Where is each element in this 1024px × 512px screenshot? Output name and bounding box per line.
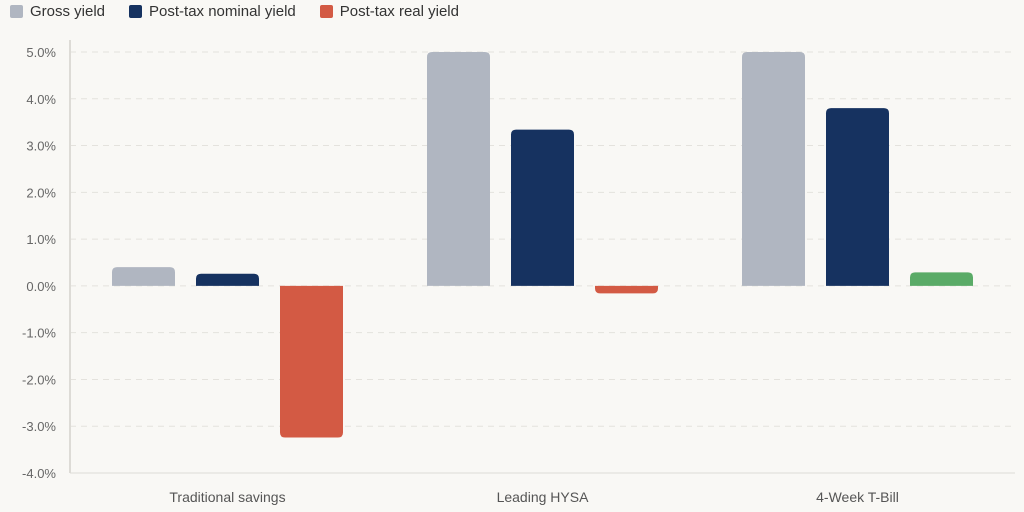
bar-post-tax-nominal-yield-traditional-savings bbox=[196, 273, 259, 286]
y-tick-label: 4.0% bbox=[26, 92, 56, 107]
y-tick-label: 1.0% bbox=[26, 232, 56, 247]
legend-swatch bbox=[10, 5, 23, 18]
bar-gross-yield-leading-hysa bbox=[427, 52, 490, 286]
legend-label: Post-tax nominal yield bbox=[149, 3, 296, 20]
legend-item-post-tax-nominal[interactable]: Post-tax nominal yield bbox=[129, 3, 296, 20]
legend-swatch bbox=[319, 5, 333, 18]
x-tick-label: Leading HYSA bbox=[497, 489, 590, 505]
legend-label: Gross yield bbox=[30, 3, 106, 20]
x-tick-label: 4-Week T-Bill bbox=[816, 489, 899, 505]
y-tick-label: 0.0% bbox=[26, 279, 56, 294]
legend-item-post-tax-real[interactable]: Post-tax real yield bbox=[319, 3, 459, 20]
legend-item-gross-yield[interactable]: Gross yield bbox=[10, 3, 105, 20]
bar-gross-yield-4-week-t-bill bbox=[742, 52, 805, 286]
legend: Gross yield Post-tax nominal yield Post-… bbox=[10, 3, 459, 20]
y-tick-label: -3.0% bbox=[22, 419, 56, 434]
bar-post-tax-real-yield-4-week-t-bill bbox=[910, 272, 973, 286]
bar-post-tax-nominal-yield-leading-hysa bbox=[511, 129, 574, 286]
x-tick-label: Traditional savings bbox=[169, 489, 285, 505]
y-tick-label: -2.0% bbox=[22, 372, 56, 387]
bar-post-tax-real-yield-leading-hysa bbox=[595, 285, 658, 294]
bar-post-tax-real-yield-traditional-savings bbox=[280, 285, 343, 438]
y-tick-label: -4.0% bbox=[22, 466, 56, 481]
y-tick-label: 2.0% bbox=[26, 185, 56, 200]
bar-post-tax-nominal-yield-4-week-t-bill bbox=[826, 108, 889, 286]
y-tick-label: 5.0% bbox=[26, 45, 56, 60]
legend-label: Post-tax real yield bbox=[339, 3, 459, 20]
y-tick-label: 3.0% bbox=[26, 139, 56, 154]
legend-swatch bbox=[129, 5, 143, 18]
y-tick-label: -1.0% bbox=[22, 326, 56, 341]
bar-gross-yield-traditional-savings bbox=[112, 267, 175, 286]
